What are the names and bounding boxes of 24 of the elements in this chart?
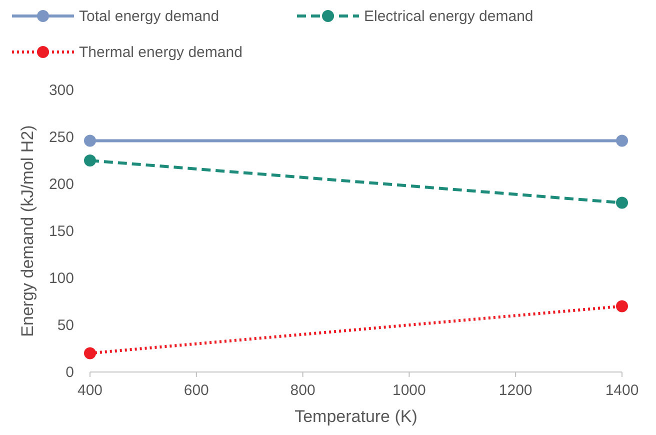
- y-tick-label: 200: [48, 176, 74, 193]
- y-tick-label: 300: [48, 82, 74, 99]
- point: [616, 134, 628, 147]
- y-tick-label: 150: [48, 223, 74, 240]
- x-tick-label: 1000: [392, 382, 426, 399]
- y-tick-label: 250: [48, 129, 74, 146]
- x-tick-label: 1400: [605, 382, 639, 399]
- point: [84, 134, 96, 147]
- y-tick-label: 100: [48, 270, 74, 287]
- x-tick-label: 800: [290, 382, 316, 399]
- x-axis-title: Temperature (K): [294, 407, 418, 426]
- point: [84, 347, 96, 360]
- legend-label: Thermal energy demand: [79, 44, 242, 61]
- legend-label: Electrical energy demand: [364, 8, 534, 25]
- y-tick-label: 0: [66, 364, 74, 381]
- x-tick-label: 400: [77, 382, 103, 399]
- point: [616, 196, 628, 209]
- y-tick-label: 50: [57, 317, 74, 334]
- point: [616, 300, 628, 312]
- legend-label: Total energy demand: [79, 8, 220, 25]
- point: [84, 154, 96, 166]
- x-tick-label: 600: [184, 382, 209, 399]
- y-axis-title: Energy demand (kJ/mol H2): [18, 125, 37, 337]
- x-tick-label: 1200: [498, 382, 532, 399]
